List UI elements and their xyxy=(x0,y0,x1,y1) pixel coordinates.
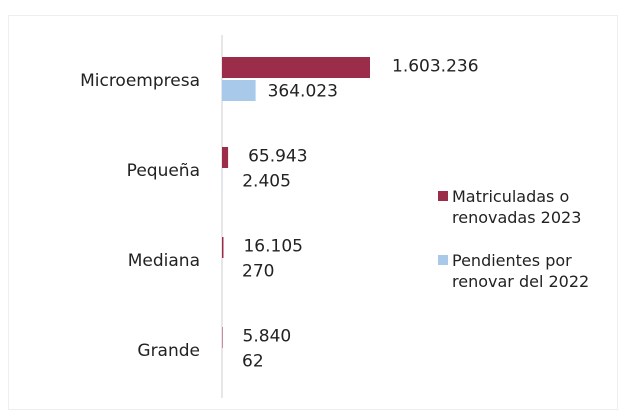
category-label: Microempresa xyxy=(80,71,200,91)
value-label: 2.405 xyxy=(242,172,291,192)
category-label: Pequeña xyxy=(127,161,200,181)
value-label: 1.603.236 xyxy=(392,57,479,77)
legend-label: Pendientes por renovar del 2022 xyxy=(452,251,590,291)
bar xyxy=(222,327,223,348)
bar xyxy=(222,80,256,101)
bar xyxy=(222,57,370,78)
value-label: 16.105 xyxy=(243,237,302,257)
legend: Matriculadas o renovadas 2023 Pendientes … xyxy=(436,186,616,314)
value-label: 65.943 xyxy=(248,147,307,167)
category-label: Mediana xyxy=(128,251,200,271)
bar xyxy=(222,237,224,258)
category-label: Grande xyxy=(137,341,200,361)
value-label: 62 xyxy=(242,352,264,372)
value-label: 5.840 xyxy=(243,327,292,347)
value-label: 364.023 xyxy=(268,82,338,102)
bar xyxy=(222,147,229,168)
legend-swatch xyxy=(438,255,448,265)
legend-label: Matriculadas o renovadas 2023 xyxy=(452,187,582,227)
legend-item: Pendientes por renovar del 2022 xyxy=(436,250,616,292)
value-label: 270 xyxy=(242,262,274,282)
legend-swatch xyxy=(438,191,448,201)
legend-item: Matriculadas o renovadas 2023 xyxy=(436,186,616,228)
